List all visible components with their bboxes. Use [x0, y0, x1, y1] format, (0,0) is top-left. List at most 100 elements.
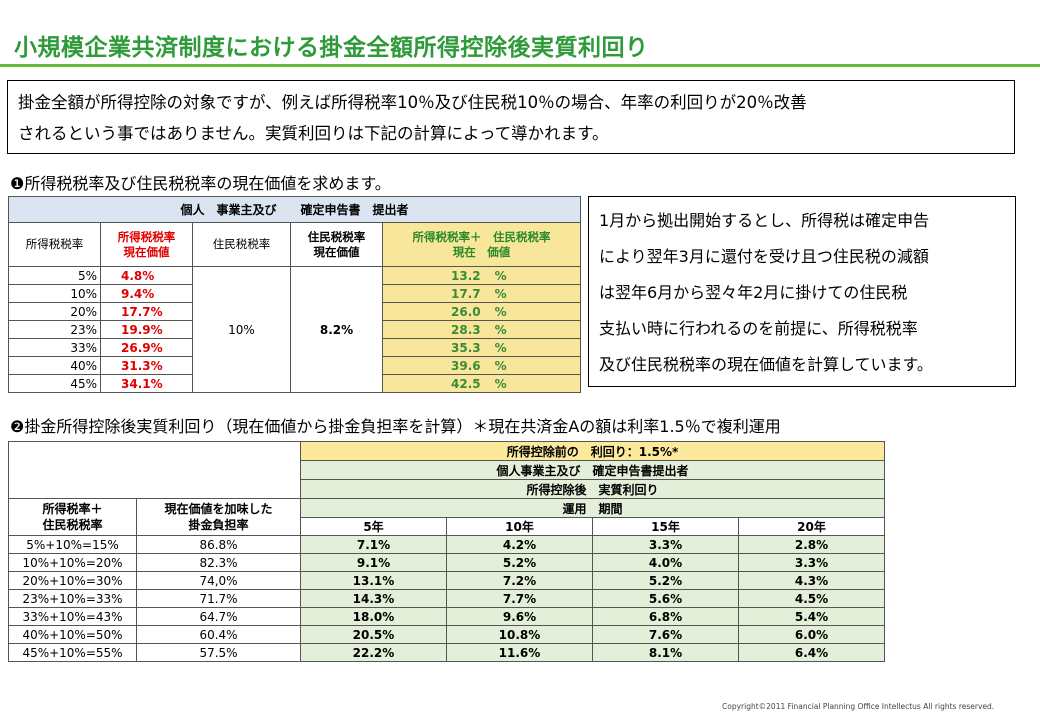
real-yield-cell: 5.6%	[592, 589, 739, 608]
total-pv-cell: 39.6%	[381, 356, 582, 375]
total-pv-unit: %	[494, 376, 507, 391]
income-tax-rate-cell: 45%	[8, 374, 101, 393]
income-tax-rate-cell: 40%	[8, 356, 101, 375]
col-total-pv: 所得税税率＋ 住民税税率 現在 価値	[381, 222, 582, 267]
note-line-1: 1月から拠出開始するとし、所得税は確定申告	[599, 211, 930, 230]
table1-row: 5% 4.8% 10% 8.2% 13.2%	[8, 266, 582, 393]
note-line-2: により翌年3月に還付を受け且つ住民税の減額	[599, 247, 929, 266]
col-resident-tax-rate: 住民税税率	[192, 222, 291, 267]
table2-header-1: 所得控除前の 利回り：1.5%*	[300, 441, 885, 461]
real-yield-cell: 6.0%	[738, 625, 885, 644]
intro-line-1: 掛金全額が所得控除の対象ですが、例えば所得税率10％及び住民税10％の場合、年率…	[18, 93, 807, 112]
effective-burden-cell: 64.7%	[136, 607, 301, 626]
table2-row: 40%+10%=50% 60.4% 20.5% 10.8% 7.6% 6.0%	[8, 625, 885, 644]
total-pv-unit: %	[494, 286, 507, 301]
total-pv-unit: %	[494, 304, 507, 319]
table2-header-row: 所得税率＋ 住民税税率 現在価値を加味した 掛金負担率 運用 期間	[8, 498, 885, 536]
effective-burden-cell: 86.8%	[136, 535, 301, 554]
effective-burden-cell: 71.7%	[136, 589, 301, 608]
table2-header-row: 所得控除前の 利回り：1.5%*	[8, 441, 885, 499]
total-pv-cell: 17.7%	[381, 284, 582, 303]
income-tax-rate-cell: 10%	[8, 284, 101, 303]
income-tax-pv-cell: 34.1%	[100, 374, 193, 393]
present-value-table: 個人 事業主及び 確定申告書 提出者 所得税税率 所得税税率 現在価値 住民税税…	[7, 196, 582, 393]
combined-rate-cell: 23%+10%=33%	[8, 589, 137, 608]
table2-header-2: 個人事業主及び 確定申告書提出者	[300, 460, 885, 480]
income-tax-pv-cell: 19.9%	[100, 320, 193, 339]
period-header: 10年	[446, 517, 593, 536]
real-yield-cell: 6.4%	[738, 643, 885, 662]
effective-burden-cell: 57.5%	[136, 643, 301, 662]
total-pv-unit: %	[494, 358, 507, 373]
real-yield-cell: 8.1%	[592, 643, 739, 662]
resident-tax-rate-cell: 10%	[192, 266, 291, 393]
combined-rate-cell: 45%+10%=55%	[8, 643, 137, 662]
period-header: 5年	[300, 517, 447, 536]
table2-row: 45%+10%=55% 57.5% 22.2% 11.6% 8.1% 6.4%	[8, 643, 885, 662]
table1-row: 45% 34.1% 42.5%	[8, 374, 582, 393]
real-yield-cell: 5.4%	[738, 607, 885, 626]
income-tax-pv-cell: 4.8%	[100, 266, 193, 285]
table2-header-row: 個人事業主及び 確定申告書提出者	[9, 460, 885, 480]
table1-row: 33% 26.9% 35.3%	[8, 338, 582, 357]
table2-header-row: 所得控除後 実質利回り	[9, 479, 885, 499]
intro-line-2: されるという事ではありません。実質利回りは下記の計算によって導かれます。	[18, 124, 609, 143]
income-tax-rate-cell: 23%	[8, 320, 101, 339]
note-line-3: は翌年6月から翌々年2月に掛けての住民税	[599, 283, 908, 302]
real-yield-cell: 4.5%	[738, 589, 885, 608]
table2-header-3: 所得控除後 実質利回り	[300, 479, 885, 499]
real-yield-cell: 7.7%	[446, 589, 593, 608]
title-divider	[0, 64, 1040, 67]
real-yield-cell: 5.2%	[446, 553, 593, 572]
assumption-note: 1月から拠出開始するとし、所得税は確定申告 により翌年3月に還付を受け且つ住民税…	[588, 196, 1016, 387]
effective-burden-cell: 74,0%	[136, 571, 301, 590]
table2-row: 33%+10%=43% 64.7% 18.0% 9.6% 6.8% 5.4%	[8, 607, 885, 626]
real-yield-cell: 4.0%	[592, 553, 739, 572]
table2-header-4: 運用 期間	[300, 498, 885, 518]
total-pv-unit: %	[494, 322, 507, 337]
income-tax-pv-cell: 26.9%	[100, 338, 193, 357]
resident-tax-pv-cell: 8.2%	[290, 266, 383, 393]
income-tax-rate-cell: 33%	[8, 338, 101, 357]
real-yield-cell: 3.3%	[738, 553, 885, 572]
table2-row: 10%+10%=20% 82.3% 9.1% 5.2% 4.0% 3.3%	[8, 553, 885, 572]
note-line-5: 及び住民税税率の現在価値を計算しています。	[599, 355, 933, 374]
col-combined-rate: 所得税率＋ 住民税税率	[8, 498, 137, 536]
table1-row: 10% 9.4% 17.7%	[8, 284, 582, 303]
income-tax-rate-cell: 5%	[8, 266, 101, 285]
income-tax-pv-cell: 9.4%	[100, 284, 193, 303]
section-1-title: ❶所得税税率及び住民税税率の現在価値を求めます。	[10, 174, 391, 193]
table2-row: 20%+10%=30% 74,0% 13.1% 7.2% 5.2% 4.3%	[8, 571, 885, 590]
page-title: 小規模企業共済制度における掛金全額所得控除後実質利回り	[14, 35, 649, 61]
total-pv-cell: 26.0%	[381, 302, 582, 321]
col-income-tax-pv: 所得税税率 現在価値	[100, 222, 193, 267]
combined-rate-cell: 5%+10%=15%	[8, 535, 137, 554]
real-yield-cell: 10.8%	[446, 625, 593, 644]
income-tax-pv-cell: 17.7%	[100, 302, 193, 321]
combined-rate-cell: 33%+10%=43%	[8, 607, 137, 626]
real-yield-cell: 2.8%	[738, 535, 885, 554]
real-yield-cell: 11.6%	[446, 643, 593, 662]
table2-row: 5%+10%=15% 86.8% 7.1% 4.2% 3.3% 2.8%	[8, 535, 885, 554]
total-pv-unit: %	[494, 340, 507, 355]
real-yield-cell: 6.8%	[592, 607, 739, 626]
total-pv-cell: 35.3%	[381, 338, 582, 357]
income-tax-rate-cell: 20%	[8, 302, 101, 321]
total-pv-cell: 28.3%	[381, 320, 582, 339]
real-yield-cell: 4.2%	[446, 535, 593, 554]
combined-rate-cell: 10%+10%=20%	[8, 553, 137, 572]
real-yield-cell: 18.0%	[300, 607, 447, 626]
intro-box: 掛金全額が所得控除の対象ですが、例えば所得税率10％及び住民税10％の場合、年率…	[7, 80, 1015, 154]
real-yield-cell: 14.3%	[300, 589, 447, 608]
total-pv-unit: %	[494, 268, 507, 283]
real-yield-cell: 3.3%	[592, 535, 739, 554]
effective-burden-cell: 82.3%	[136, 553, 301, 572]
table1-row: 23% 19.9% 28.3%	[8, 320, 582, 339]
real-yield-cell: 20.5%	[300, 625, 447, 644]
copyright: Copyright©2011 Financial Planning Office…	[722, 702, 995, 711]
col-resident-tax-pv: 住民税税率 現在価値	[290, 222, 383, 267]
combined-rate-cell: 20%+10%=30%	[8, 571, 137, 590]
note-line-4: 支払い時に行われるのを前提に、所得税税率	[599, 319, 918, 338]
real-yield-cell: 9.6%	[446, 607, 593, 626]
real-yield-cell: 9.1%	[300, 553, 447, 572]
